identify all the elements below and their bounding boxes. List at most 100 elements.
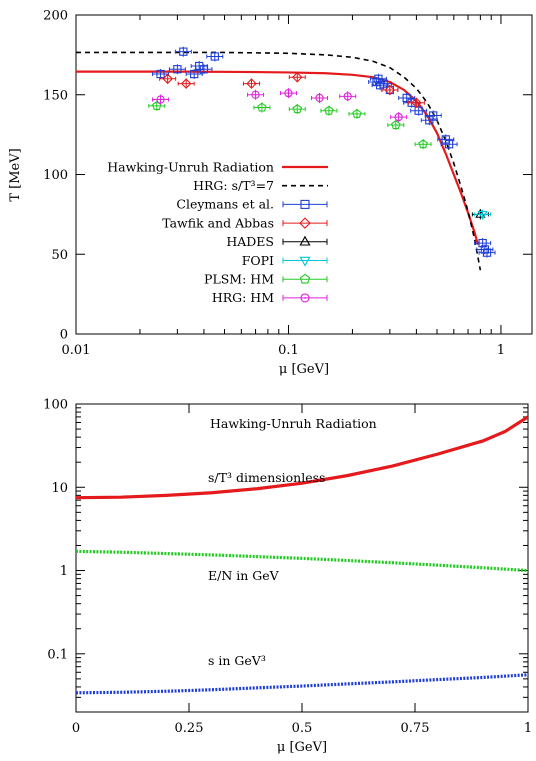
data-point [414,106,423,115]
legend-marker [300,199,310,209]
tick-marks [75,403,529,712]
tick-marks [75,14,532,335]
x-tick-label: 0 [72,721,80,736]
legend-marker [299,273,311,284]
data-point [315,93,324,103]
y-tick-label: 200 [43,9,68,24]
data-point [384,84,396,96]
data-point [180,78,192,89]
marker-dot [397,116,400,118]
data-point [292,104,303,114]
y-axis-title: T [MeV] [8,148,23,201]
data-point [199,65,209,74]
data-point [210,52,219,61]
data-point [402,93,411,103]
series-fopi [474,209,492,220]
legend-entry-cleymans-et-al: Cleymans et al. [176,197,328,212]
chart-annotation: Hawking-Unruh Radiation [210,416,377,431]
legend-marker [299,217,311,229]
data-point [291,71,303,83]
x-tick-label: 0.75 [401,721,430,736]
series-tawfik-and-abbas [159,71,425,109]
legend-label: Cleymans et al. [176,197,274,212]
legend-label: HRG: HM [212,290,274,305]
error-bar [474,209,492,220]
legend-entry-hrg-s-t-7: HRG: s/T³=7 [193,178,328,193]
legend-marker [299,235,311,246]
data-point [429,111,438,120]
series-label: s/T³ dimensionless [208,470,325,485]
data-point [324,105,334,115]
error-bar [243,78,261,89]
series-label: E/N in GeV [208,568,280,583]
legend-label: HADES [226,234,274,249]
series-group [76,46,496,271]
x-tick-label: 0.1 [278,343,299,358]
series-labels: s/T³ dimensionless E/N in GeV s in GeV³ [208,470,325,668]
hawking-unruh-quantities-chart: 0 0.25 0.5 0.75 1 0.1 1 10 100 μ [GeV] Hawking-… [43,398,532,756]
data-point [173,65,182,74]
x-tick-label: 0.25 [175,721,204,736]
y-tick-label: 100 [43,398,68,413]
y-tick-label: 50 [51,248,68,263]
x-tick-labels: 0.01 0.1 1 [62,343,506,358]
x-tick-label: 1 [524,721,532,736]
plot-frame [75,14,533,335]
series-label: s in GeV³ [208,653,266,668]
legend-label: HRG: s/T³=7 [193,178,274,193]
series-group [76,415,528,695]
marker-dot [304,297,306,299]
legend-label: FOPI [242,253,274,268]
y-tick-label: 0.1 [47,647,68,662]
series-hawking-unruh-radiation [76,70,480,245]
data-point [284,89,293,98]
legend-entry-hrg-hm: HRG: HM [212,290,328,305]
data-point [374,74,383,83]
data-point [379,79,388,88]
error-bar [381,84,399,95]
y-tick-label: 10 [51,481,68,496]
error-bar [288,72,306,83]
x-tick-label: 0.01 [62,343,91,358]
marker-dot [287,92,290,95]
data-point [394,112,403,122]
temperature-vs-mu-chart: 0.01 0.1 1 0 50 100 150 200 μ [GeV] T [MeV] Ha… [8,9,533,377]
data-point [411,97,422,109]
series-line [76,70,480,245]
data-point [343,92,352,101]
data-point [482,248,492,257]
legend-label: Hawking-Unruh Radiation [107,159,274,174]
data-point [444,140,454,149]
series-line [76,51,482,271]
legend-marker [300,293,310,303]
legend-entry-tawfik-and-abbas: Tawfik and Abbas [162,215,328,230]
series-s-in-gev [76,673,528,695]
y-tick-label: 1 [60,564,68,579]
x-tick-label: 1 [497,343,505,358]
data-point [190,69,199,79]
x-tick-labels: 0 0.25 0.5 0.75 1 [72,721,532,736]
data-point [391,120,401,130]
series-hrg-hm [152,88,408,123]
legend-entry-hades: HADES [226,234,328,249]
data-point [246,78,257,89]
y-tick-labels: 0.1 1 10 100 [43,398,68,663]
marker-dot [318,97,321,99]
legend-label: Tawfik and Abbas [162,215,274,230]
data-point [257,102,267,112]
legend-entry-hawking-unruh-radiation: Hawking-Unruh Radiation [107,159,328,174]
series-s-t-dimensionless [76,415,528,500]
data-point [156,69,165,79]
error-bar [177,78,195,89]
legend-entry-fopi: FOPI [242,253,328,268]
y-tick-label: 100 [43,168,68,183]
marker-dot [254,93,257,96]
data-point [179,47,188,56]
y-tick-label: 150 [43,88,68,103]
series-plsm-hm [148,100,432,150]
y-tick-label: 0 [60,328,68,343]
legend-marker [299,256,311,267]
x-axis-title: μ [GeV] [279,362,329,377]
x-axis-title: μ [GeV] [277,740,327,755]
